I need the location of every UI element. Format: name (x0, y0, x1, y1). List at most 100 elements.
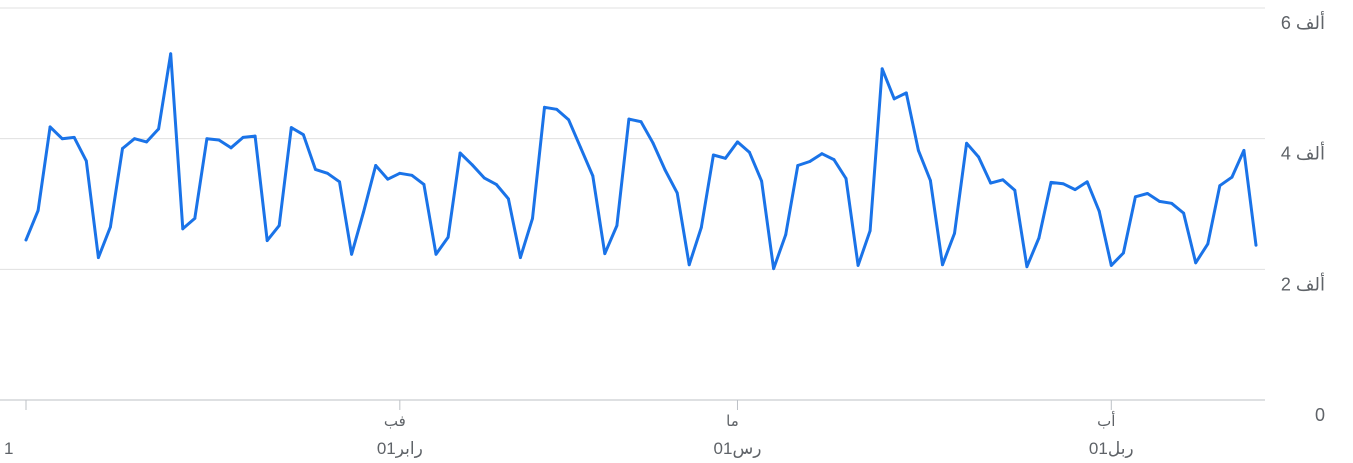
data-point (1109, 264, 1113, 267)
data-point (434, 252, 438, 256)
data-point (205, 137, 209, 141)
data-point (603, 252, 607, 256)
data-point (892, 97, 896, 101)
data-point (724, 156, 727, 160)
data-point (24, 238, 28, 242)
data-point (470, 163, 474, 167)
data-point (326, 171, 329, 175)
data-point (519, 256, 522, 259)
data-point (241, 135, 245, 139)
data-point (1206, 242, 1210, 246)
data-point (820, 152, 824, 156)
data-point (446, 235, 450, 239)
data-point (651, 141, 655, 145)
x-tick-label-bottom: 01رس (714, 439, 762, 458)
x-tick-label-top: ما (726, 413, 739, 430)
data-point (301, 133, 305, 137)
data-point (386, 177, 390, 181)
data-point (929, 179, 932, 182)
data-point (1001, 178, 1005, 182)
y-axis: 0 2 ألف 4 ألف 6 ألف (1281, 11, 1325, 425)
data-point (760, 179, 763, 183)
data-point (1073, 188, 1077, 192)
data-point (458, 151, 462, 155)
data-point (663, 168, 667, 172)
data-point (699, 226, 703, 229)
data-point (687, 263, 691, 267)
data-point (350, 252, 353, 256)
data-point (941, 263, 944, 267)
data-point (277, 224, 281, 227)
data-point (880, 67, 884, 71)
data-point (494, 183, 498, 186)
data-point (193, 216, 197, 220)
data-point (555, 107, 558, 111)
data-point (133, 137, 136, 141)
data-point (374, 164, 378, 167)
data-point (844, 177, 848, 180)
data-point (1158, 199, 1161, 203)
data-point (868, 229, 872, 233)
data-point (784, 233, 788, 237)
data-point (60, 137, 64, 141)
data-point (410, 173, 414, 177)
data-point (531, 216, 534, 220)
y-tick-label: 6 ألف (1281, 11, 1325, 33)
data-point (422, 183, 426, 186)
x-tick-label-bottom: 01ربل (1089, 439, 1134, 458)
series-layer (24, 52, 1258, 271)
data-point (482, 176, 486, 180)
data-point (1218, 184, 1222, 188)
data-point (181, 227, 185, 231)
data-point (72, 135, 76, 139)
data-point (567, 118, 571, 122)
data-point (265, 239, 269, 242)
data-point (1049, 181, 1053, 184)
data-point (1242, 149, 1246, 152)
y-tick-label: 2 ألف (1281, 272, 1325, 294)
data-point (675, 191, 679, 195)
data-point (121, 147, 124, 150)
data-point (615, 224, 619, 227)
data-point (398, 171, 402, 175)
series-line (24, 52, 1258, 271)
x-tick-label-bottom: 01رابر (377, 439, 423, 458)
data-point (506, 197, 510, 201)
data-point (1037, 236, 1041, 240)
data-point (1121, 251, 1125, 255)
y-tick-label: 0 (1315, 405, 1325, 425)
data-point (808, 160, 812, 163)
data-point (169, 52, 173, 56)
x-axis: فب 01رابر ما 01رس أب 01ربل (25, 400, 1134, 458)
data-point (1146, 192, 1149, 195)
data-point (36, 209, 40, 212)
data-point (1230, 175, 1234, 179)
data-point (1170, 201, 1173, 205)
data-point (217, 138, 221, 142)
x-tick-label-top: أب (1097, 411, 1115, 430)
data-point (832, 158, 836, 161)
data-point (1097, 209, 1101, 213)
data-point (965, 141, 968, 145)
data-point (229, 146, 233, 150)
data-point (314, 167, 317, 171)
data-point (639, 120, 643, 124)
data-point (772, 267, 776, 271)
data-point (84, 159, 88, 163)
gridlines (0, 7, 1265, 401)
data-point (711, 153, 715, 157)
data-point (748, 150, 751, 154)
data-point (253, 134, 257, 138)
data-point (989, 181, 993, 185)
data-point (1134, 195, 1137, 199)
data-point (977, 155, 981, 159)
y-tick-label: 4 ألف (1281, 142, 1325, 164)
data-point (1194, 261, 1198, 265)
data-point (1085, 180, 1089, 184)
data-point (796, 164, 800, 167)
data-point (591, 174, 595, 178)
data-point (1254, 243, 1258, 247)
data-point (289, 126, 293, 129)
data-point (1025, 265, 1029, 269)
